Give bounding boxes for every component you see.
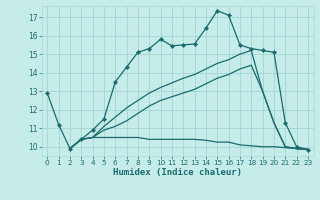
X-axis label: Humidex (Indice chaleur): Humidex (Indice chaleur)	[113, 168, 242, 177]
